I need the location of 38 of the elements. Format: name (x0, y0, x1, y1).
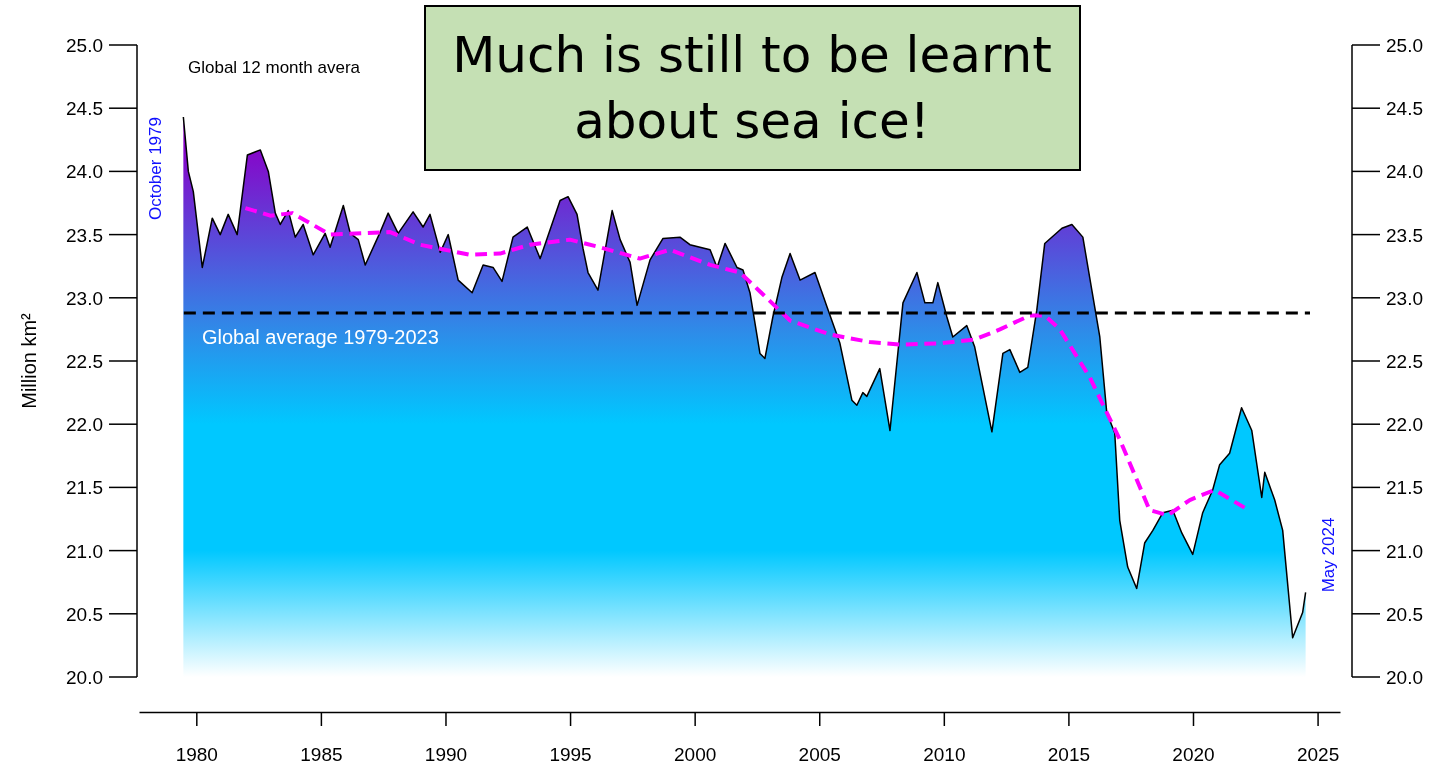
ref-line-label: Global average 1979-2023 (202, 325, 439, 348)
text: Global 12 month avera (188, 58, 361, 77)
y2-tick-label: 24.0 (1386, 161, 1423, 183)
annotation: Much is still to be learnt about sea ice! (452, 26, 1052, 150)
y2-tick-label: 23.0 (1386, 287, 1423, 309)
y-axis-title: Million km² (18, 312, 40, 409)
y2-tick-label: 22.5 (1386, 351, 1423, 372)
x-tick-label: 1980 (175, 744, 218, 766)
x-tick-label: 2000 (674, 744, 717, 766)
y-tick-label: 23.0 (66, 287, 103, 309)
y-tick-label: 25.0 (66, 35, 103, 56)
x-tick-label: 1990 (424, 744, 468, 766)
y2-tick-label: 23.5 (1386, 224, 1423, 246)
y2-tick-label: 24.5 (1386, 98, 1423, 120)
y2-tick-label: 25.0 (1386, 35, 1423, 56)
x-tick-label: 1985 (300, 744, 343, 766)
y-tick-label: 22.5 (66, 351, 103, 372)
annotation: May 2024 (1318, 517, 1338, 593)
x-tick-label: 2010 (923, 744, 966, 766)
y-tick-label: 21.0 (66, 540, 103, 562)
x-tick-label: 1995 (549, 744, 592, 766)
y2-tick-label: 20.5 (1386, 603, 1423, 625)
y2-tick-label: 21.5 (1386, 477, 1423, 499)
x-tick-label: 2005 (798, 744, 841, 766)
y-tick-label: 21.5 (66, 477, 103, 499)
x-tick-label: 2015 (1047, 744, 1091, 766)
y2-tick-label: 21.0 (1386, 540, 1423, 562)
y-tick-label: 22.0 (66, 414, 103, 436)
x-tick-label: 2020 (1172, 744, 1215, 766)
annotation: October 1979 (146, 117, 166, 221)
y-tick-label: 23.5 (66, 224, 103, 246)
y-tick-label: 24.5 (66, 98, 103, 120)
y2-tick-label: 20.0 (1386, 667, 1423, 688)
y-tick-label: 20.5 (66, 603, 103, 625)
x-tick-label: 2025 (1296, 744, 1340, 766)
y-tick-label: 20.0 (66, 667, 103, 688)
y-tick-label: 24.0 (66, 161, 103, 183)
y2-tick-label: 22.0 (1386, 414, 1423, 436)
